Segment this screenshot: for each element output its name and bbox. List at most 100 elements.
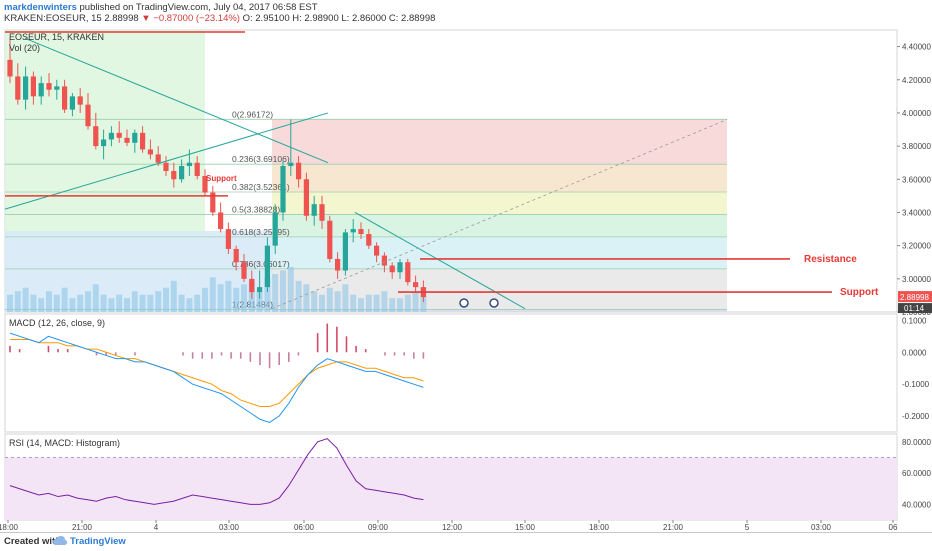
volume-bar xyxy=(69,298,76,312)
candle-body xyxy=(101,139,107,147)
volume-bar xyxy=(22,287,29,312)
volume-bar xyxy=(326,287,333,312)
volume-bar xyxy=(272,273,279,312)
volume-bar xyxy=(397,298,403,312)
support-label: Support xyxy=(840,287,879,298)
y-tick-label: 3.20000 xyxy=(902,242,931,251)
volume-bar xyxy=(381,291,388,312)
candle-body xyxy=(140,132,146,150)
publish-line: markdenwinters published on TradingView.… xyxy=(4,2,318,13)
macd-tick-label: 0.0000 xyxy=(902,348,927,357)
x-tick-label: 21:00 xyxy=(663,523,684,531)
x-tick-label: 06:00 xyxy=(294,523,315,531)
candle-body xyxy=(366,234,372,246)
candle-body xyxy=(38,83,44,97)
candle-body xyxy=(311,204,317,216)
volume-bar xyxy=(7,294,13,312)
volume-bar xyxy=(155,291,162,312)
candle-body xyxy=(116,132,122,138)
tradingview-brand[interactable]: TradingView xyxy=(70,536,126,547)
created-with-label: Created with xyxy=(4,536,62,547)
candle-body xyxy=(218,212,224,230)
volume-bar xyxy=(303,284,310,312)
rsi-band xyxy=(5,457,897,520)
volume-bar xyxy=(342,284,349,312)
candle-body xyxy=(303,179,309,216)
volume-bar xyxy=(389,298,396,312)
trend-line xyxy=(4,112,329,210)
candle-body xyxy=(23,76,29,100)
fib-trend-line xyxy=(271,119,728,310)
volume-bar xyxy=(209,277,216,312)
candle-body xyxy=(335,258,341,271)
macd-line xyxy=(9,332,424,423)
candle-body xyxy=(374,245,380,256)
x-tick-label: 4 xyxy=(154,523,159,531)
volume-bar xyxy=(108,298,115,312)
volume-bar xyxy=(202,287,208,312)
x-tick-label: 03:00 xyxy=(811,523,832,531)
y-tick-label: 3.80000 xyxy=(902,142,931,151)
volume-bar xyxy=(319,294,325,312)
candle-body xyxy=(288,162,294,167)
volume-bar xyxy=(280,270,286,312)
symbol-line: KRAKEN:EOSEUR, 15 2.88998 ▼ −0.87000 (−2… xyxy=(4,13,435,24)
event-marker-icon xyxy=(489,298,499,308)
rsi-tick-label: 40.0000 xyxy=(902,500,931,509)
pane-frame-2 xyxy=(4,313,898,433)
last-price: 2.88998 xyxy=(104,13,139,24)
volume-bar xyxy=(186,298,193,312)
volume-bar xyxy=(85,291,91,312)
volume-bar xyxy=(163,287,169,312)
x-tick-label: 15:00 xyxy=(515,523,536,531)
volume-bar xyxy=(358,298,364,312)
volume-bar xyxy=(350,294,357,312)
candle-body xyxy=(69,96,75,110)
volume-bar xyxy=(147,294,154,312)
candle-body xyxy=(85,104,91,127)
volume-bar xyxy=(241,284,247,312)
volume-bar xyxy=(404,294,411,312)
main-title: EOSEUR, 15, KRAKEN xyxy=(9,32,104,42)
candle-body xyxy=(397,262,403,273)
macd-title: MACD (12, 26, close, 9) xyxy=(9,318,105,328)
author-link[interactable]: markdenwinters xyxy=(4,2,77,13)
symbol-label: KRAKEN:EOSEUR, 15 xyxy=(4,13,102,24)
volume-bar xyxy=(53,294,60,312)
x-tick-label: 12:00 xyxy=(442,523,463,531)
chart-area[interactable]: 0(2.96172) 0.236(3.69106) 0.382(3.52361) 0.… xyxy=(0,26,932,531)
volume-bar xyxy=(92,284,99,312)
fib-level-label: 0(2.96172) xyxy=(232,109,273,119)
countdown-tag: 01:14 xyxy=(904,304,925,313)
fib-band xyxy=(272,214,727,237)
candle-body xyxy=(62,86,68,110)
volume-bar xyxy=(287,267,294,312)
candle-body xyxy=(124,137,130,143)
candle-body xyxy=(30,76,36,97)
volume-label: Vol (20) xyxy=(9,43,40,53)
event-marker-icon xyxy=(459,298,469,308)
candle-body xyxy=(202,175,208,193)
candle-body xyxy=(7,59,13,77)
candle-body xyxy=(93,126,99,147)
volume-bar xyxy=(38,298,45,312)
fib-level-label: 0.236(3.69106) xyxy=(232,154,290,164)
trend-line xyxy=(24,37,329,164)
rsi-tick-label: 60.0000 xyxy=(902,469,931,478)
candle-body xyxy=(132,132,138,143)
candle-body xyxy=(272,212,278,246)
volume-bar xyxy=(256,291,263,312)
volume-bar xyxy=(264,277,271,312)
candle-body xyxy=(54,86,60,90)
fib-band xyxy=(272,236,727,269)
support-left-label: Support xyxy=(206,174,237,183)
y-tick-label: 3.00000 xyxy=(902,275,931,284)
candle-body xyxy=(163,162,169,171)
x-tick-label: 18:00 xyxy=(0,523,19,531)
volume-bar xyxy=(194,294,201,312)
candle-body xyxy=(210,192,216,213)
volume-bar xyxy=(295,280,302,312)
countdown-box xyxy=(898,303,932,314)
last-price-box xyxy=(898,291,932,303)
candle-body xyxy=(179,166,185,180)
